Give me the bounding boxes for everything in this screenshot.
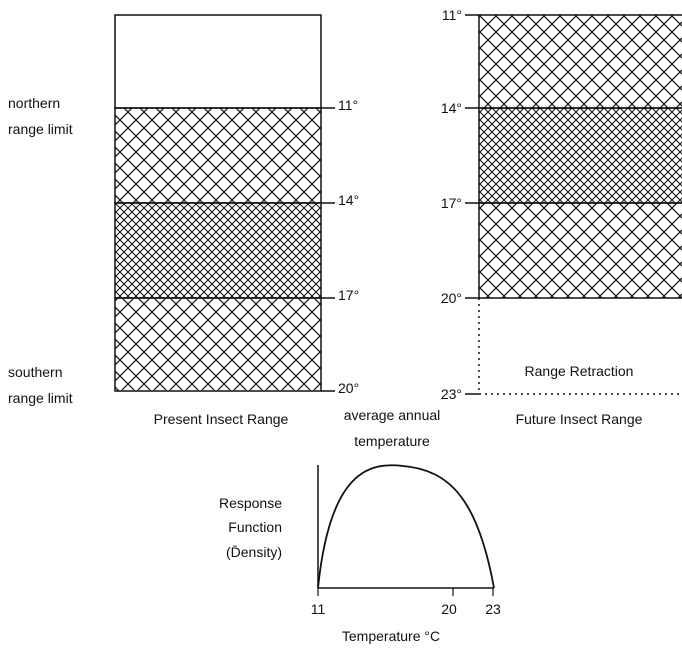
range-retraction-label: Range Retraction	[525, 363, 634, 379]
future-tick-label-17: 17°	[441, 195, 462, 211]
future-zone-11-14	[478, 14, 682, 109]
x-tick-label-23: 23	[485, 601, 501, 617]
present-range-caption: Present Insect Range	[154, 411, 289, 427]
axis-caption-line2: temperature	[354, 433, 430, 449]
response-xlabel: Temperature °C	[342, 628, 440, 644]
present-range-panel: 11° 14° 17° 20° northern range limit sou…	[8, 14, 359, 427]
response-ylabel-2: Function	[228, 519, 282, 535]
future-zone-14-17	[478, 107, 682, 204]
present-tick-label-11: 11°	[338, 97, 358, 113]
future-tick-label-11: 11°	[442, 7, 462, 23]
southern-limit-label-2: range limit	[8, 390, 73, 406]
present-tick-label-14: 14°	[338, 192, 359, 208]
northern-limit-label-2: range limit	[8, 121, 73, 137]
future-zone-17-20	[478, 202, 682, 299]
present-tick-label-17: 17°	[338, 287, 359, 303]
response-ylabel-3: (D̄ensity)	[226, 544, 282, 560]
southern-limit-label: southern	[8, 364, 62, 380]
present-zone-14-17	[114, 202, 322, 299]
present-zone-11-14	[114, 107, 322, 204]
response-ylabel-1: Response	[219, 495, 282, 511]
x-tick-label-20: 20	[441, 601, 457, 617]
northern-limit-label: northern	[8, 95, 60, 111]
response-function-plot: 11 20 23 Response Function (D̄ensity) Te…	[219, 464, 501, 644]
x-tick-label-11: 11	[311, 601, 326, 617]
future-tick-label-20: 20°	[441, 290, 462, 306]
axis-caption-line1: average annual	[344, 407, 441, 423]
response-curve	[317, 464, 495, 589]
future-tick-label-14: 14°	[441, 100, 462, 116]
future-range-panel: 11° 14° 17° 20° 23° Range Retraction Fut…	[441, 7, 682, 427]
present-empty-zone	[114, 14, 322, 109]
future-tick-label-23: 23°	[441, 386, 462, 402]
present-tick-label-20: 20°	[338, 380, 359, 396]
future-range-caption: Future Insect Range	[516, 411, 643, 427]
present-zone-17-20	[114, 297, 322, 392]
